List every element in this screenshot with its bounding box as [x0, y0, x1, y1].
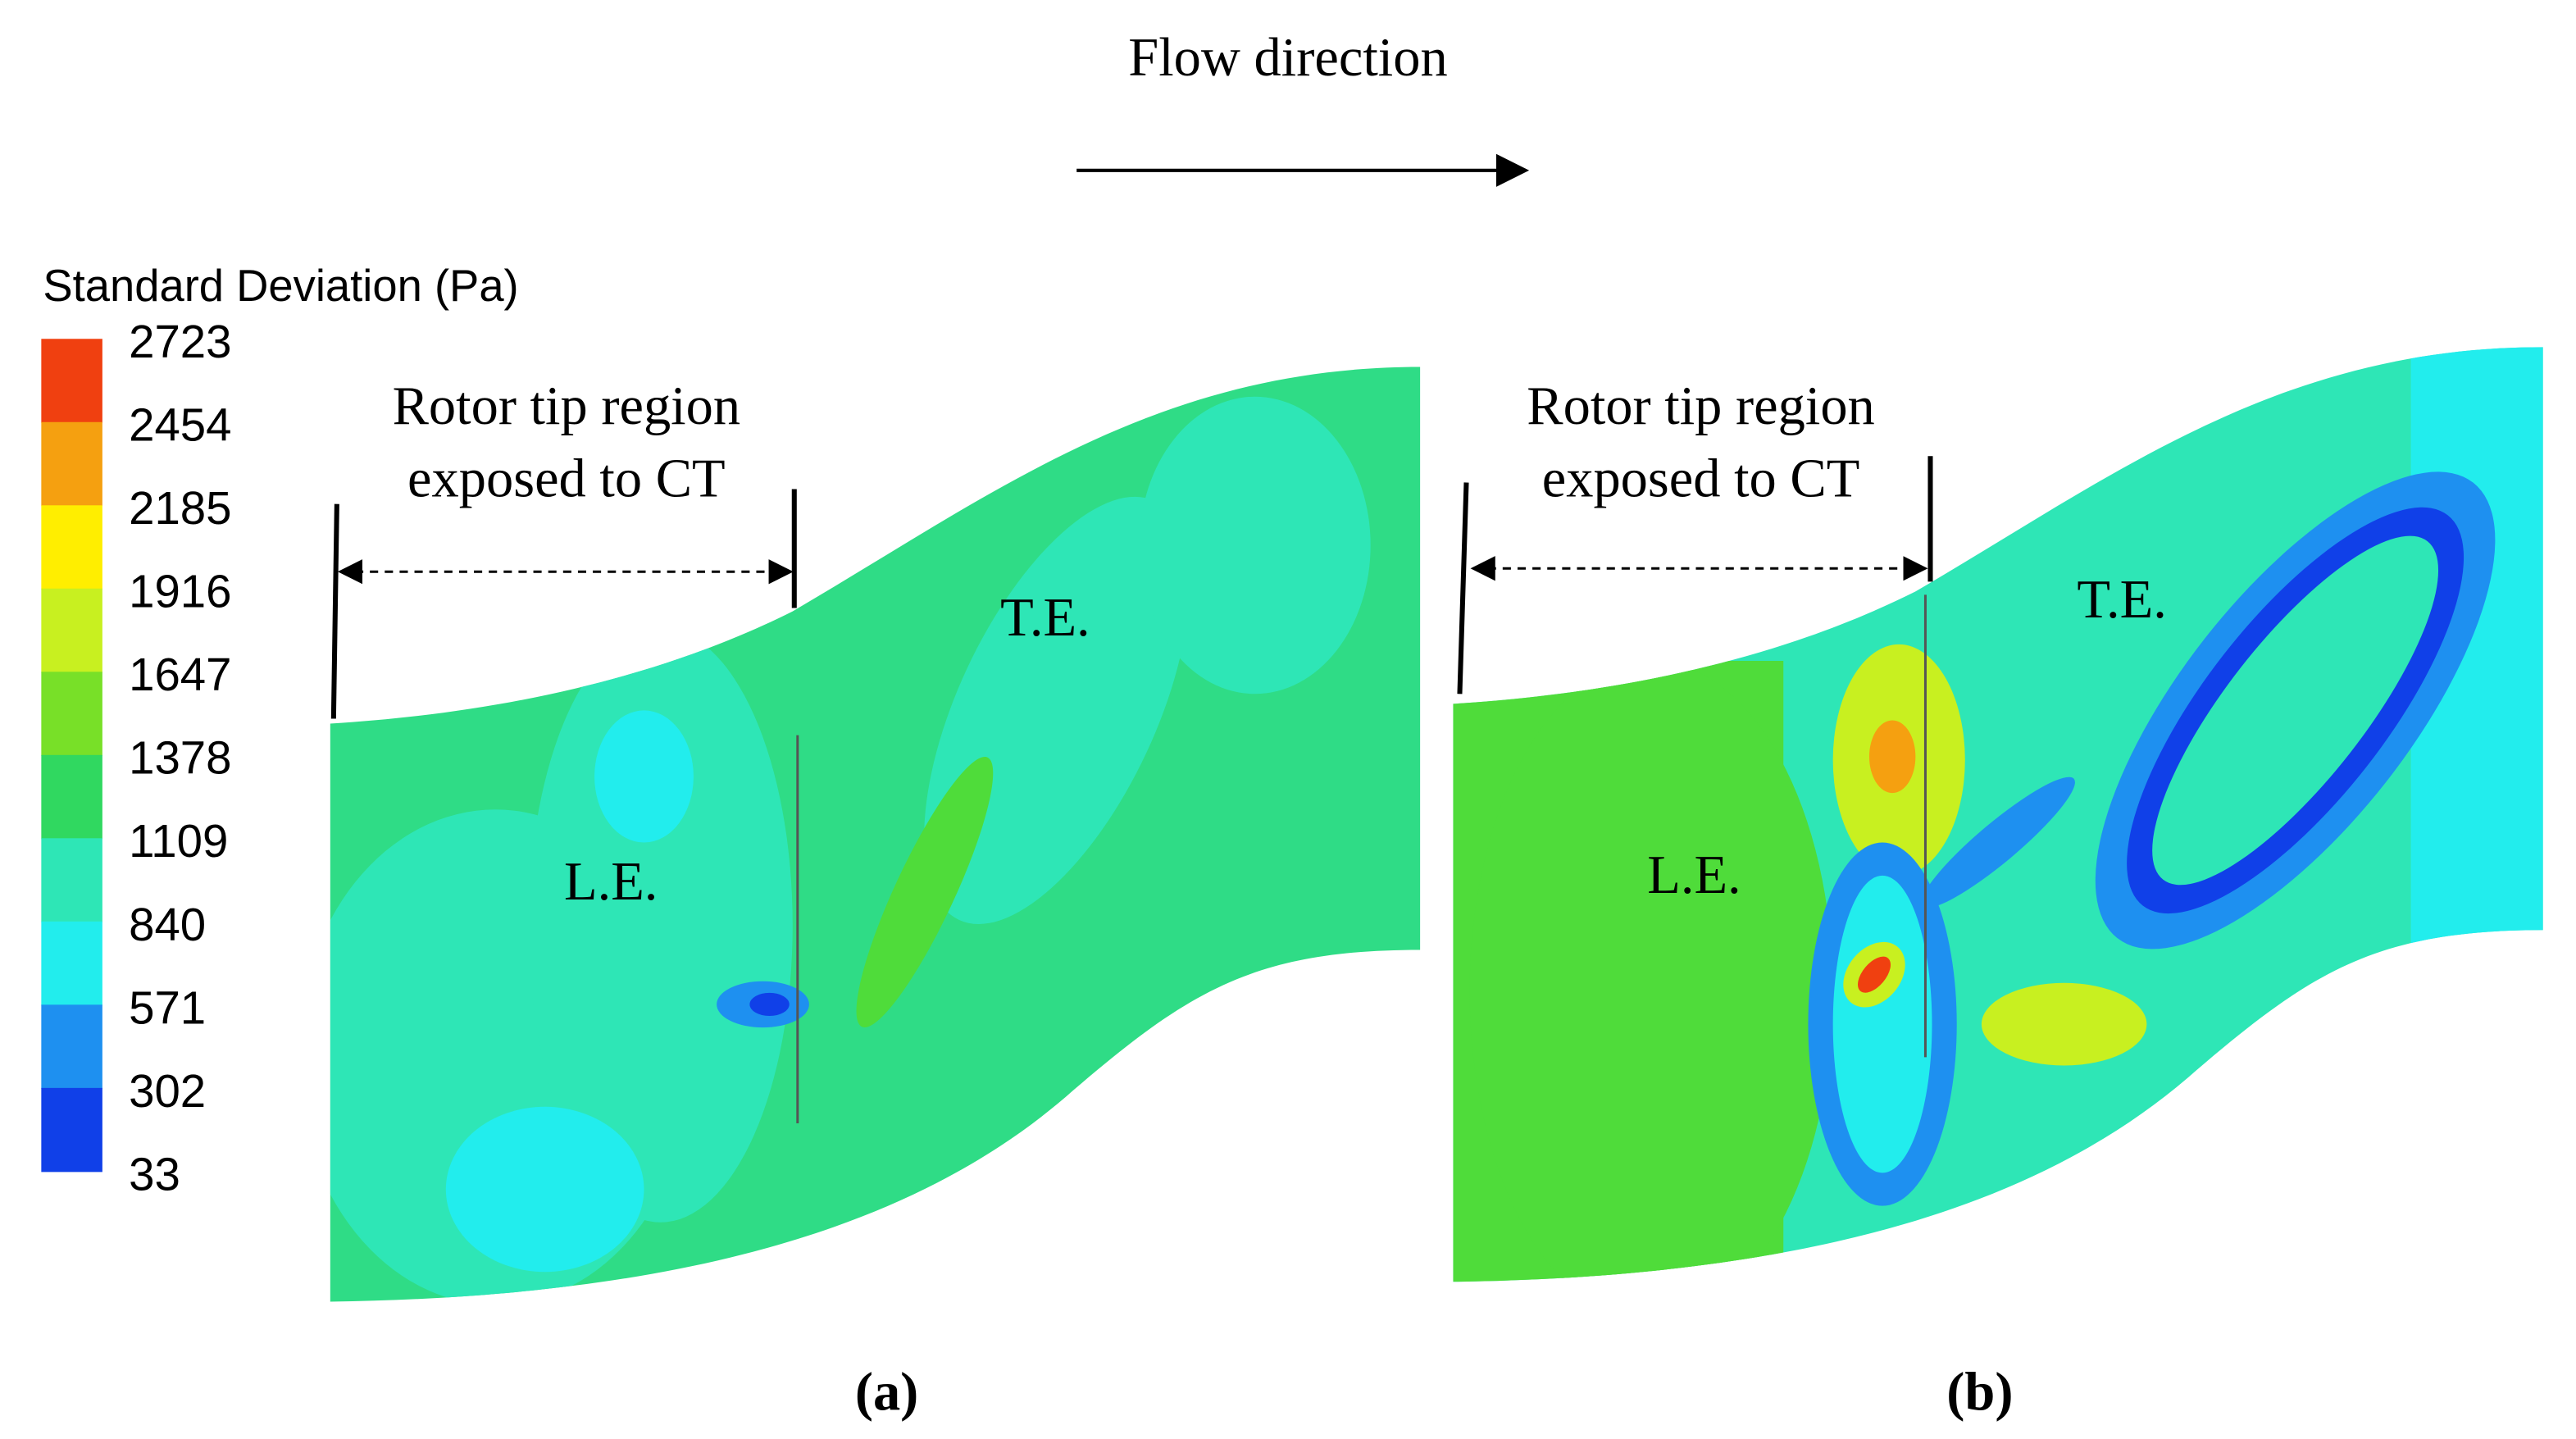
legend-title: Standard Deviation (Pa) [43, 261, 518, 311]
legend: 2723 2454 2185 1916 1647 1378 1109 840 571 302 33 [41, 316, 232, 1200]
contour-b [1453, 347, 2543, 1282]
legend-swatch [41, 588, 102, 673]
legend-swatch [41, 339, 102, 423]
legend-level: 1378 [129, 732, 231, 784]
region-label: Rotor tip region [393, 376, 741, 436]
legend-level: 2723 [129, 316, 231, 367]
legend-swatch [41, 421, 102, 507]
legend-level: 2454 [129, 399, 231, 451]
boundary-line [1457, 482, 1469, 694]
legend-level: 571 [129, 981, 206, 1033]
contour-a [330, 367, 1421, 1302]
legend-swatch [41, 1004, 102, 1089]
legend-swatch [41, 838, 102, 922]
legend-swatch [41, 754, 102, 840]
caption: (a) [855, 1363, 919, 1423]
legend-level: 33 [129, 1148, 180, 1200]
leading-edge-label: L.E. [564, 852, 658, 912]
region-label: exposed to CT [1542, 449, 1860, 509]
region-label: Rotor tip region [1527, 376, 1875, 436]
leading-edge-label: L.E. [1647, 845, 1741, 905]
legend-swatch [41, 672, 102, 756]
caption: (b) [1946, 1363, 2013, 1423]
boundary-line [330, 503, 339, 719]
legend-swatch [41, 505, 102, 590]
legend-level: 1647 [129, 649, 231, 700]
region-label: exposed to CT [407, 449, 726, 509]
trailing-edge-label: T.E. [1000, 588, 1090, 648]
legend-swatch [41, 1087, 102, 1173]
flow-title: Flow direction [1128, 28, 1447, 88]
legend-level: 2185 [129, 482, 231, 534]
legend-level: 302 [129, 1065, 206, 1117]
trailing-edge-label: T.E. [2077, 570, 2166, 630]
legend-swatch [41, 921, 102, 1006]
legend-level: 840 [129, 899, 206, 950]
legend-level: 1109 [129, 815, 228, 867]
legend-level: 1916 [129, 566, 231, 617]
